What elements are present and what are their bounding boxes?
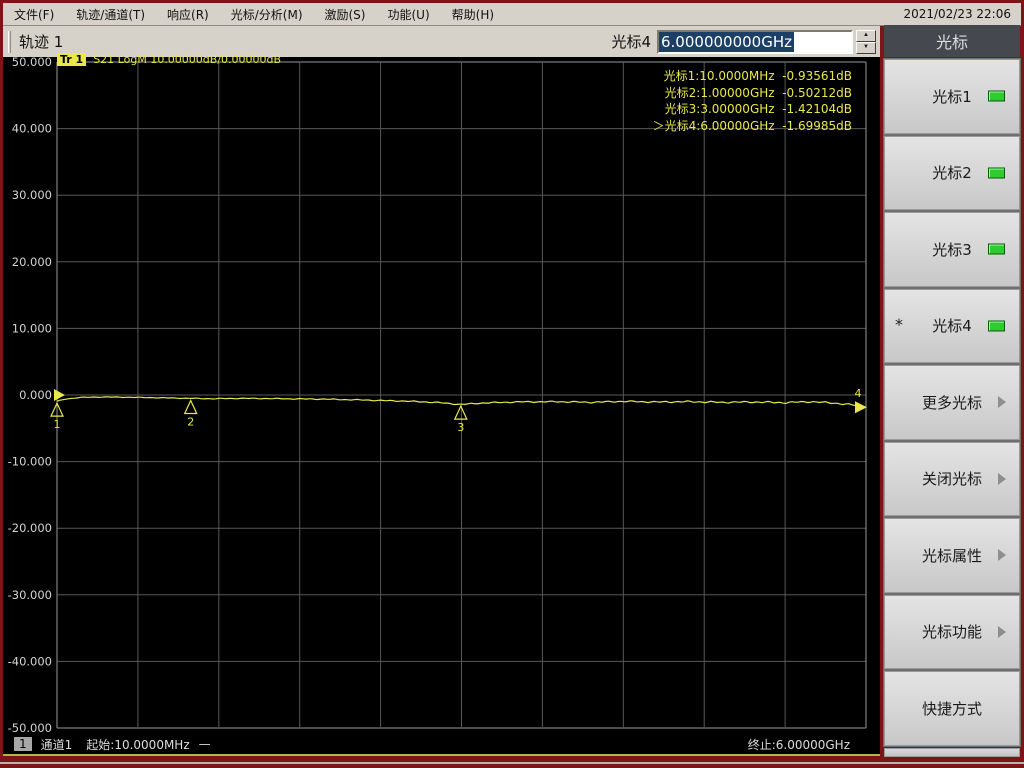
trace-line-tr1 xyxy=(56,396,865,408)
sidebar-filler xyxy=(884,747,1020,757)
y-tick-label: 40.000 xyxy=(12,122,52,136)
ref-level-icon xyxy=(54,389,65,401)
submenu-arrow-icon xyxy=(998,396,1006,409)
marker-on-led xyxy=(988,320,1005,332)
softkey-label: 光标4 xyxy=(932,317,972,336)
trace-plot: 50.000 40.000 30.000 20.000 10.000 0.000 -10.0… xyxy=(8,57,867,735)
marker-frequency-input[interactable]: 6.000000000GHz xyxy=(657,29,853,54)
stepper-up-button[interactable]: ▲ xyxy=(856,29,876,42)
softkey-label: 光标属性 xyxy=(921,546,982,565)
marker-readout-1: 光标1:10.0000MHz -0.93561dB xyxy=(663,69,852,83)
y-tick-label: 0.000 xyxy=(19,388,52,402)
marker-number-label: 1 xyxy=(54,418,61,431)
datetime-display: 2021/02/23 22:06 xyxy=(903,7,1011,21)
marker-number-label: 3 xyxy=(457,421,464,434)
menu-item-4[interactable]: 激励(S) xyxy=(324,7,366,22)
y-tick-label: 10.000 xyxy=(12,321,52,335)
start-frequency-label: 起始:10.0000MHz xyxy=(86,737,190,752)
submenu-arrow-icon xyxy=(998,472,1006,485)
marker-on-led xyxy=(988,90,1005,102)
channel-badge: 1 xyxy=(14,737,32,751)
y-tick-label: -20.000 xyxy=(8,521,52,535)
softkey-光标3[interactable]: 光标3 xyxy=(883,211,1021,288)
softkey-label: 更多光标 xyxy=(921,393,982,412)
menu-bar: 文件(F) 轨迹/通道(T) 响应(R) 光标/分析(M) 激励(S) 功能(U) 帮助(H… xyxy=(3,3,1021,26)
sweep-indicator: — xyxy=(198,737,211,751)
marker-triangle-icon[interactable] xyxy=(453,404,468,420)
y-tick-label: -10.000 xyxy=(8,455,52,469)
marker-readout-list: 光标1:10.0000MHz -0.93561dB 光标2:1.00000GHz … xyxy=(653,68,852,134)
softkey-label: 光标功能 xyxy=(921,623,982,642)
marker-active-icon[interactable] xyxy=(855,401,867,414)
marker-readout-4: ＞光标4:6.00000GHz -1.69985dB xyxy=(652,118,852,133)
submenu-arrow-icon xyxy=(998,625,1006,638)
marker-on-led xyxy=(988,243,1005,255)
softkey-光标2[interactable]: 光标2 xyxy=(883,134,1021,211)
softkey-label: 关闭光标 xyxy=(921,470,982,489)
menu-item-0[interactable]: 文件(F) xyxy=(14,7,55,22)
softkey-光标4[interactable]: * 光标4 xyxy=(883,287,1021,364)
softkey-buttons: 光标1 光标2 光标3 * 光标4 更多光标关闭光标光标属性光标功能快捷方式 xyxy=(883,58,1021,747)
softkey-menu-title: 光标 xyxy=(884,25,1020,57)
submenu-arrow-icon xyxy=(998,549,1006,562)
menu-item-1[interactable]: 轨迹/通道(T) xyxy=(76,7,146,22)
y-tick-label: 50.000 xyxy=(12,57,52,69)
trace-display-area: 50.000 40.000 30.000 20.000 10.000 0.000 -10.0… xyxy=(3,53,880,756)
toolbar: 轨迹 1 光标4 6.000000000GHz ▲ ▼ xyxy=(3,26,880,57)
softkey-label: 光标1 xyxy=(932,87,972,106)
marker-readout-2: 光标2:1.00000GHz -0.50212dB xyxy=(664,85,852,100)
y-tick-label: -50.000 xyxy=(8,721,52,735)
y-tick-label: 20.000 xyxy=(12,255,52,269)
y-tick-label: 30.000 xyxy=(12,188,52,202)
trace-info-line: Tr 1 S21 LogM 10.00000dB/0.00000dB xyxy=(57,53,281,66)
menu-item-5[interactable]: 功能(U) xyxy=(387,7,430,22)
menu-item-6[interactable]: 帮助(H) xyxy=(451,7,495,22)
trace-badge[interactable]: Tr 1 xyxy=(57,53,87,66)
marker-on-led xyxy=(988,167,1005,179)
softkey-光标1[interactable]: 光标1 xyxy=(883,58,1021,135)
marker-entry-label: 光标4 xyxy=(611,33,651,51)
menu-items: 文件(F) 轨迹/通道(T) 响应(R) 光标/分析(M) 激励(S) 功能(U) 帮助(H… xyxy=(3,3,505,25)
menu-item-2[interactable]: 响应(R) xyxy=(167,7,209,22)
stepper-down-button[interactable]: ▼ xyxy=(856,41,876,54)
active-marker-star: * xyxy=(895,314,903,334)
softkey-sidebar: 光标 光标1 光标2 光标3 * 光标4 更多光标关闭光标光标属性光标功能快捷方式 xyxy=(883,25,1021,757)
marker-readout-3: 光标3:3.00000GHz -1.42104dB xyxy=(664,102,852,116)
window-frame-line xyxy=(0,762,1024,764)
y-tick-label: -30.000 xyxy=(8,588,52,602)
marker-triangle-icon[interactable] xyxy=(183,399,198,415)
stop-frequency-label: 终止:6.00000GHz xyxy=(747,737,850,752)
marker-triangle-icon[interactable] xyxy=(50,401,64,417)
softkey-更多光标[interactable]: 更多光标 xyxy=(883,364,1021,441)
trace-selector[interactable]: 轨迹 1 xyxy=(19,33,64,51)
softkey-光标功能[interactable]: 光标功能 xyxy=(883,593,1021,670)
channel-label: 通道1 xyxy=(40,737,73,752)
softkey-光标属性[interactable]: 光标属性 xyxy=(883,517,1021,594)
softkey-label: 快捷方式 xyxy=(921,699,982,718)
menu-item-3[interactable]: 光标/分析(M) xyxy=(230,7,303,22)
softkey-快捷方式[interactable]: 快捷方式 xyxy=(883,670,1021,747)
toolbar-grip xyxy=(8,30,11,53)
marker-number-label: 2 xyxy=(187,415,194,428)
y-tick-label: -40.000 xyxy=(8,654,52,668)
softkey-label: 光标2 xyxy=(932,164,972,183)
softkey-label: 光标3 xyxy=(932,240,972,259)
marker-frequency-value: 6.000000000GHz xyxy=(659,31,794,52)
trace-format-text: S21 LogM 10.00000dB/0.00000dB xyxy=(93,53,282,66)
marker-number-label: 4 xyxy=(855,387,862,400)
softkey-关闭光标[interactable]: 关闭光标 xyxy=(883,440,1021,517)
channel-status-bar: 1 通道1 起始:10.0000MHz — 终止:6.00000GHz xyxy=(3,734,880,754)
frequency-stepper: ▲ ▼ xyxy=(856,29,876,54)
